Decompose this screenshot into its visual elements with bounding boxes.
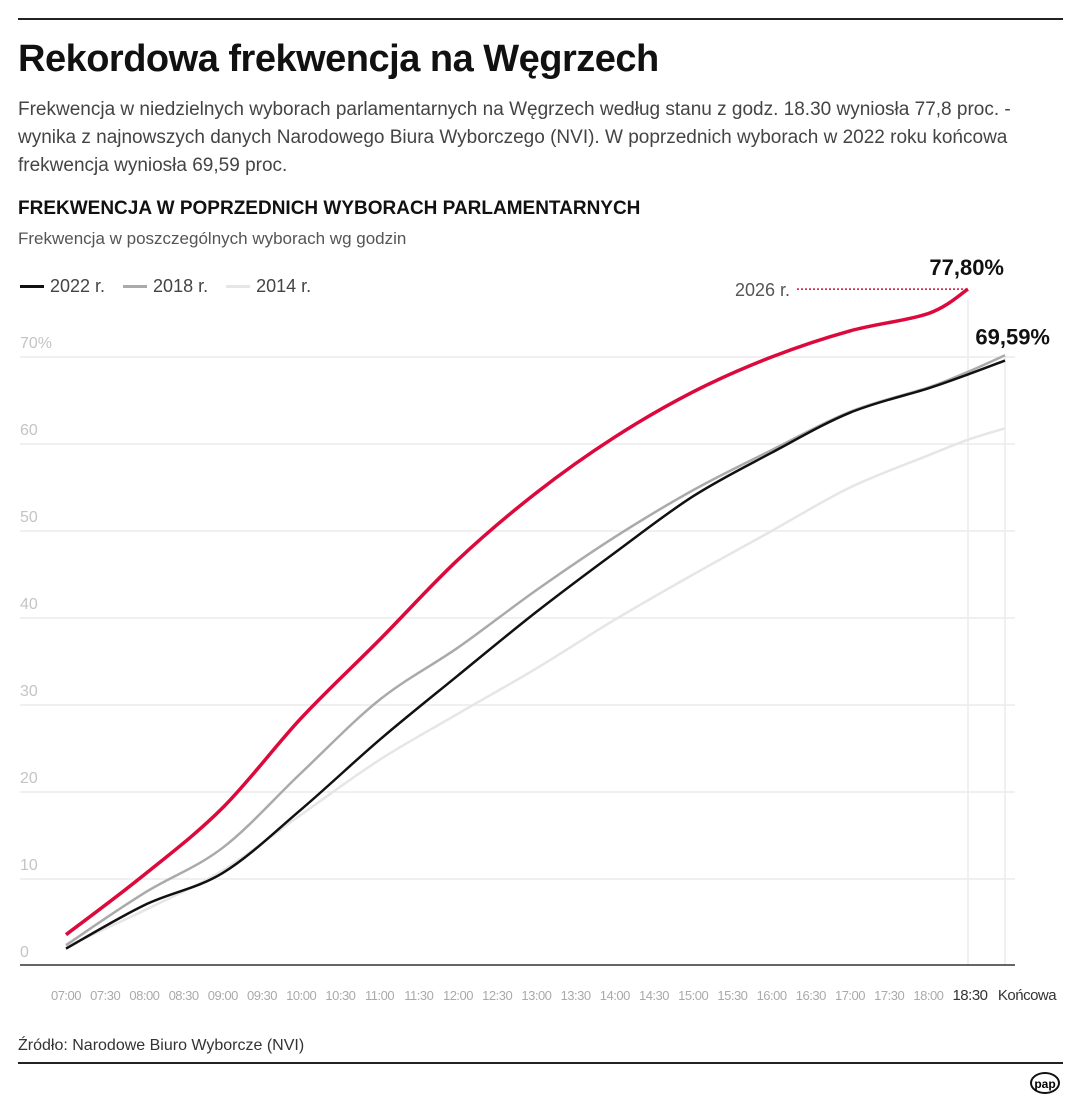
y-tick-label: 10 bbox=[20, 857, 38, 874]
x-tick-label: 08:00 bbox=[129, 988, 159, 1003]
series-line-2026 bbox=[64, 287, 969, 937]
x-tick-label: Końcowa bbox=[998, 987, 1057, 1004]
x-tick-label: 11:30 bbox=[404, 988, 433, 1003]
legend-item-2014: 2014 r. bbox=[226, 276, 311, 297]
x-tick-label: 14:30 bbox=[639, 988, 669, 1003]
x-tick-label: 12:30 bbox=[482, 988, 512, 1003]
legend-swatch bbox=[226, 285, 251, 288]
legend-label: 2014 r. bbox=[256, 276, 312, 296]
chart-title: FREKWENCJA W POPRZEDNICH WYBORACH PARLAM… bbox=[18, 198, 641, 219]
x-tick-label: 16:00 bbox=[757, 988, 787, 1003]
series-line-2014 bbox=[65, 427, 1006, 948]
lead-text: Frekwencja w niedzielnych wyborach parla… bbox=[18, 99, 1011, 176]
x-tick-label: 08:30 bbox=[169, 988, 199, 1003]
x-tick-label: 14:00 bbox=[600, 988, 630, 1003]
series-label-2026: 2026 r. bbox=[735, 280, 790, 300]
x-tick-label: 07:30 bbox=[90, 988, 120, 1003]
data-label-2022: 69,59% bbox=[975, 325, 1050, 350]
page-title: Rekordowa frekwencja na Węgrzech bbox=[18, 38, 659, 80]
x-tick-label: 18:00 bbox=[913, 988, 943, 1003]
y-tick-label: 20 bbox=[20, 770, 38, 787]
source-note: Źródło: Narodowe Biuro Wyborcze (NVI) bbox=[18, 1037, 305, 1054]
x-tick-label: 15:30 bbox=[717, 988, 747, 1003]
x-tick-label: 18:30 bbox=[952, 987, 987, 1004]
top-rule bbox=[18, 18, 1063, 20]
y-tick-label: 30 bbox=[20, 683, 38, 700]
x-tick-label: 15:00 bbox=[678, 988, 708, 1003]
x-tick-label: 10:30 bbox=[325, 988, 355, 1003]
x-tick-label: 13:30 bbox=[561, 988, 591, 1003]
legend-item-2018: 2018 r. bbox=[123, 276, 208, 297]
y-tick-label: 0 bbox=[20, 944, 29, 961]
pap-logo: pap bbox=[1030, 1072, 1060, 1094]
legend-swatch bbox=[123, 285, 148, 288]
y-tick-label: 60 bbox=[20, 422, 38, 439]
legend-swatch bbox=[20, 285, 44, 288]
data-label-2026: 77,80% bbox=[929, 255, 1004, 280]
legend-label: 2022 r. bbox=[50, 276, 106, 296]
x-tick-label: 07:00 bbox=[51, 988, 81, 1003]
x-tick-label: 12:00 bbox=[443, 988, 473, 1003]
bottom-rule bbox=[18, 1062, 1063, 1064]
x-tick-label: 09:30 bbox=[247, 988, 277, 1003]
series-line-2022 bbox=[65, 359, 1006, 950]
x-tick-label: 09:00 bbox=[208, 988, 238, 1003]
x-tick-label: 16:30 bbox=[796, 988, 826, 1003]
x-tick-label: 17:00 bbox=[835, 988, 865, 1003]
y-tick-label: 50 bbox=[20, 509, 38, 526]
legend-label: 2018 r. bbox=[153, 276, 209, 296]
y-tick-label: 70% bbox=[20, 335, 52, 352]
legend-item-2022: 2022 r. bbox=[20, 276, 105, 297]
legend: 2022 r. 2018 r. 2014 r. bbox=[20, 276, 311, 297]
x-tick-label: 13:00 bbox=[521, 988, 551, 1003]
y-tick-label: 40 bbox=[20, 596, 38, 613]
x-tick-label: 11:00 bbox=[365, 988, 394, 1003]
x-tick-label: 10:00 bbox=[286, 988, 316, 1003]
chart-subtitle: Frekwencja w poszczególnych wyborach wg … bbox=[18, 229, 407, 248]
x-tick-label: 17:30 bbox=[874, 988, 904, 1003]
